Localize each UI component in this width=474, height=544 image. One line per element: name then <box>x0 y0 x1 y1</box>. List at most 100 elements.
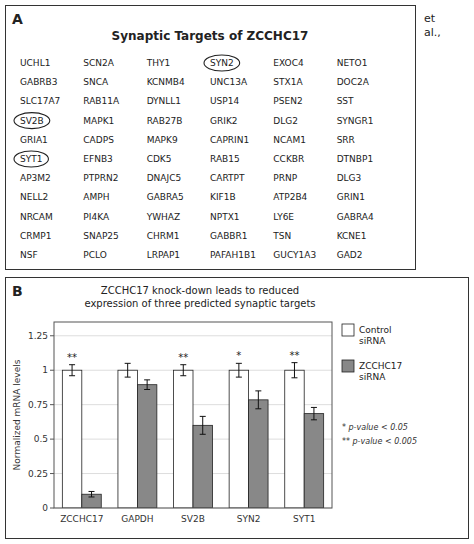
significance-labels: ******* <box>67 350 299 363</box>
gene-name: ATP2B4 <box>273 192 307 202</box>
grid-line <box>54 335 332 336</box>
bar <box>174 370 193 508</box>
gene-name: MAPK9 <box>147 135 178 145</box>
panel-label: B <box>12 283 23 299</box>
gene-name: NPTX1 <box>210 212 240 222</box>
error-cap <box>311 407 317 408</box>
author-note: etal., <box>424 12 441 39</box>
gene-name: GRIN1 <box>337 192 365 202</box>
error-line <box>238 363 239 377</box>
gene-name: UCHL1 <box>20 58 50 68</box>
x-tick-label: SYT1 <box>293 514 315 524</box>
error-cap <box>125 377 131 378</box>
gene-name: EFNB3 <box>83 154 113 164</box>
gene-name: SYT1 <box>20 154 42 164</box>
legend-swatch <box>342 324 354 336</box>
error-line <box>72 365 73 376</box>
x-tick-label: SV2B <box>181 514 205 524</box>
gene-name: CRMP1 <box>20 231 51 241</box>
text-line: siRNA <box>359 372 386 382</box>
gene-name: EXOC4 <box>273 58 304 68</box>
y-tick-label: 0.5 <box>34 434 48 444</box>
gene-name: NRCAM <box>20 212 53 222</box>
gene-name: RAB15 <box>210 154 240 164</box>
gene-name: GABRA4 <box>337 212 374 222</box>
error-line <box>294 363 295 378</box>
gene-name: CADPS <box>83 135 114 145</box>
error-line <box>91 491 92 497</box>
gene-highlight <box>204 55 240 71</box>
gene-name: GABRB3 <box>20 77 57 87</box>
gene-name: THY1 <box>146 58 171 68</box>
gene-name: DTNBP1 <box>337 154 374 164</box>
y-tick <box>50 404 54 405</box>
legend-label: ZCCHC17siRNA <box>359 361 402 382</box>
gene-name: SRR <box>337 135 355 145</box>
gene-name: LRPAP1 <box>147 250 180 260</box>
gene-name: SST <box>337 96 354 106</box>
y-tick <box>50 335 54 336</box>
gene-name: NETO1 <box>337 58 368 68</box>
panel-b-frame <box>6 278 469 539</box>
error-bar <box>144 380 150 390</box>
gene-name: PTPRN2 <box>83 173 118 183</box>
gene-name: KIF1B <box>210 192 236 202</box>
gene-name: DYNLL1 <box>147 96 181 106</box>
gene-name: SLC17A7 <box>20 96 60 106</box>
note: * p-value < 0.05 <box>342 423 408 432</box>
error-cap <box>144 389 150 390</box>
gene-name: CHRM1 <box>147 231 180 241</box>
text-line: al., <box>424 26 441 39</box>
error-line <box>258 391 259 409</box>
gene-name: GUCY1A3 <box>273 250 316 260</box>
gene-name: UNC13A <box>210 77 248 87</box>
error-bar <box>125 363 131 377</box>
title: Synaptic Targets of ZCCHC17 <box>112 29 309 43</box>
subtitle: expression of three predicted synaptic t… <box>84 298 315 309</box>
gene-name: CAPRIN1 <box>210 135 249 145</box>
bar <box>249 400 268 508</box>
error-line <box>202 416 203 434</box>
y-tick-label: 1.25 <box>28 331 48 341</box>
error-bar <box>291 363 297 378</box>
significance-label: ** <box>289 350 299 361</box>
gene-name: RAB27B <box>147 116 183 126</box>
error-bar <box>200 416 206 434</box>
error-cap <box>291 377 297 378</box>
error-cap <box>311 419 317 420</box>
bar <box>62 370 81 508</box>
gene-name: PCLO <box>83 250 107 260</box>
gene-name: CCKBR <box>273 154 304 164</box>
text-line: Control <box>359 325 392 335</box>
bar <box>193 425 212 508</box>
note: ** p-value < 0.005 <box>342 437 417 446</box>
error-cap <box>125 363 131 364</box>
gene-name: AMPH <box>83 192 109 202</box>
error-cap <box>89 496 95 497</box>
gene-name: PRNP <box>273 173 297 183</box>
x-tick-label: ZCCHC17 <box>60 514 103 524</box>
significance-label: * <box>236 350 241 361</box>
gene-name: GAD2 <box>337 250 363 260</box>
y-tick-label: 0 <box>42 503 48 513</box>
y-tick-label: 1 <box>42 365 48 375</box>
bar <box>118 370 137 508</box>
error-cap <box>255 390 261 391</box>
error-cap <box>236 363 242 364</box>
bars <box>62 363 323 508</box>
gene-name: SYN2 <box>210 58 234 68</box>
gene-name: GABBR1 <box>210 231 247 241</box>
y-tick <box>50 508 54 509</box>
gene-name: NSF <box>20 250 38 260</box>
gene-name: NELL2 <box>20 192 48 202</box>
title: ZCCHC17 knock-down leads to reduced <box>101 285 299 296</box>
x-tick-label: GAPDH <box>121 514 153 524</box>
figure: ASynaptic Targets of ZCCHC17UCHL1SCN2ATH… <box>0 0 474 544</box>
significance-label: ** <box>67 352 77 363</box>
gene-name: DLG3 <box>337 173 362 183</box>
gene-name: KCNMB4 <box>147 77 185 87</box>
gene-name: RAB11A <box>83 96 120 106</box>
error-line <box>127 363 128 377</box>
gene-name: CDK5 <box>147 154 172 164</box>
error-line <box>147 380 148 390</box>
